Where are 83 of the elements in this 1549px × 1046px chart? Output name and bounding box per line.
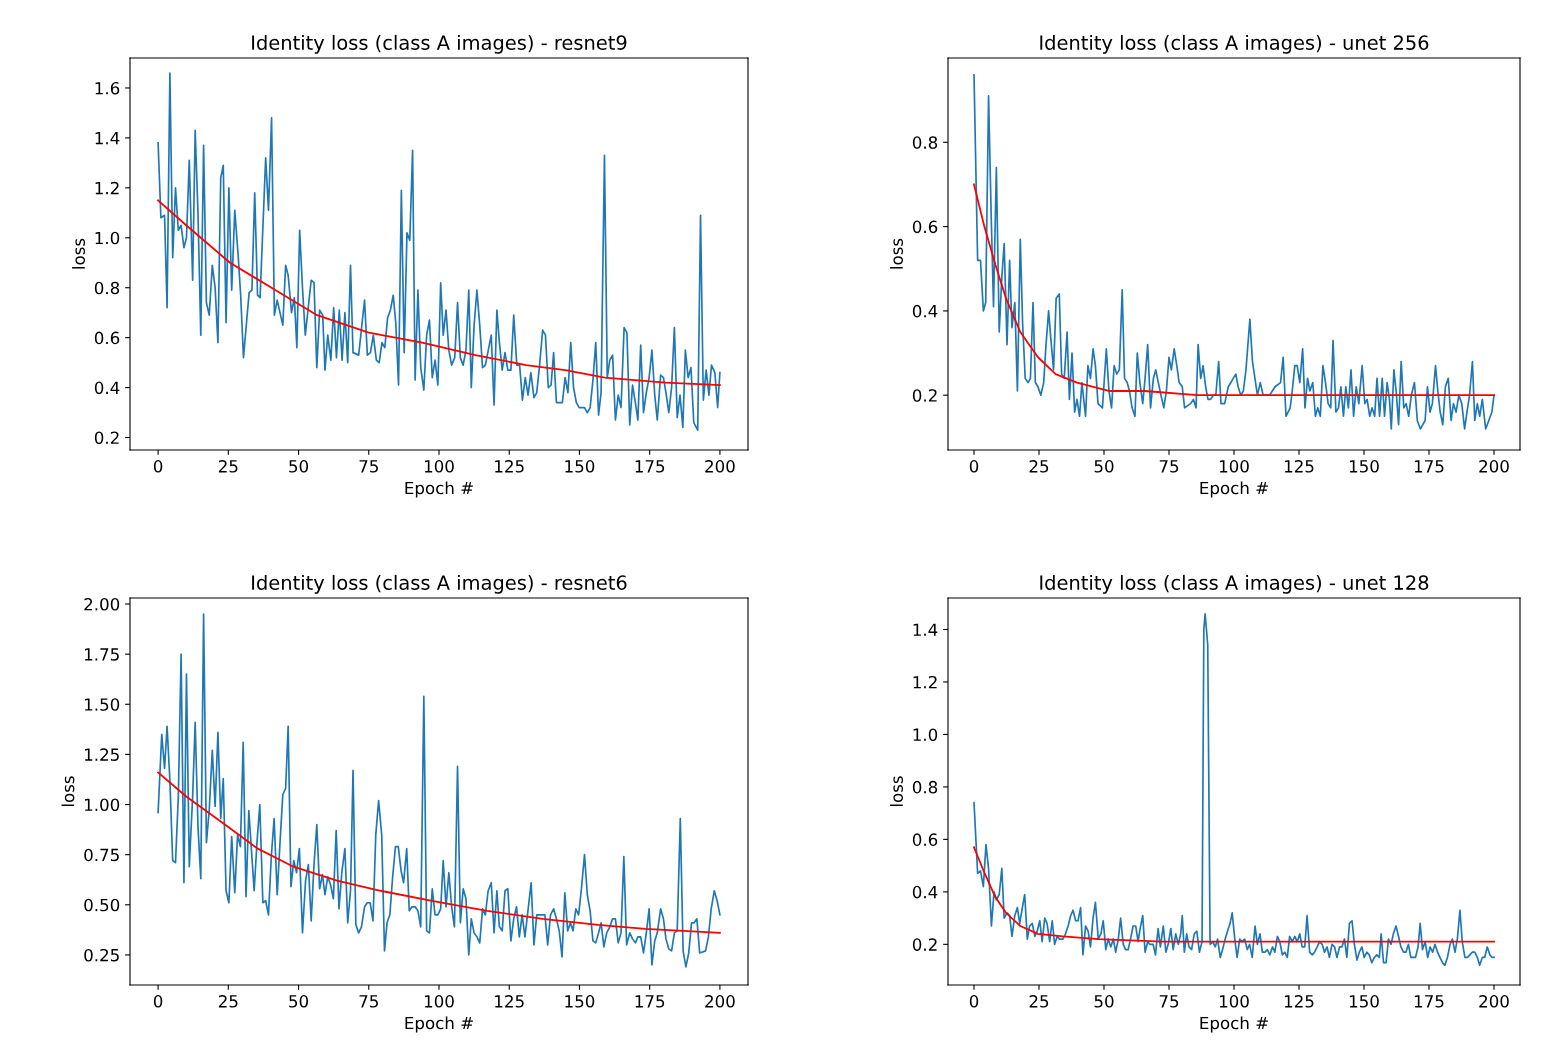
y-tick-label: 0.4 bbox=[912, 304, 938, 318]
line-series bbox=[157, 72, 721, 431]
line-series bbox=[973, 183, 1495, 397]
x-tick-label: 25 bbox=[1029, 460, 1049, 473]
y-tick-label: 1.4 bbox=[95, 132, 120, 145]
x-tick-label: 0 bbox=[969, 995, 979, 1008]
x-tick-label: 175 bbox=[635, 995, 665, 1008]
y-tick-label: 0.4 bbox=[912, 885, 938, 899]
x-tick-label: 175 bbox=[1414, 460, 1444, 473]
x-tick-label: 25 bbox=[1029, 995, 1049, 1008]
x-axis-title: Epoch # bbox=[405, 1016, 473, 1033]
x-tick-label: 100 bbox=[1219, 460, 1249, 473]
y-tick-label: 1.2 bbox=[95, 181, 119, 195]
y-tick-label: 0.2 bbox=[94, 431, 119, 445]
y-tick-label: 0.8 bbox=[94, 281, 120, 295]
line-series bbox=[973, 612, 1495, 967]
chart-title: Identity loss (class A images) - resnet9 bbox=[252, 34, 627, 54]
x-tick-label: 175 bbox=[1414, 995, 1444, 1008]
x-tick-label: 50 bbox=[1094, 460, 1114, 473]
x-tick-label: 200 bbox=[705, 995, 735, 1008]
x-tick-label: 175 bbox=[635, 460, 665, 473]
y-tick-label: 1.6 bbox=[95, 81, 120, 95]
y-tick-label: 0.6 bbox=[912, 220, 938, 234]
line-series bbox=[157, 771, 721, 934]
y-axis-title: loss bbox=[890, 238, 903, 269]
y-axis-title: loss bbox=[72, 238, 85, 269]
x-tick-label: 150 bbox=[565, 460, 595, 473]
x-tick-label: 25 bbox=[218, 995, 238, 1008]
y-tick-label: 0.2 bbox=[912, 938, 937, 951]
x-tick-label: 100 bbox=[424, 460, 454, 473]
x-tick-label: 125 bbox=[1284, 460, 1314, 473]
x-tick-label: 0 bbox=[969, 460, 979, 473]
y-axis-title: loss bbox=[890, 776, 903, 807]
x-tick-label: 75 bbox=[359, 460, 378, 473]
x-tick-label: 150 bbox=[1349, 995, 1379, 1008]
line-series bbox=[157, 199, 721, 386]
chart-title: Identity loss (class A images) - unet 256 bbox=[1040, 34, 1429, 54]
x-tick-label: 50 bbox=[289, 995, 309, 1008]
x-tick-label: 200 bbox=[1479, 460, 1509, 473]
x-tick-label: 150 bbox=[1349, 460, 1379, 473]
x-tick-label: 150 bbox=[565, 995, 595, 1008]
y-tick-label: 0.6 bbox=[94, 331, 120, 345]
y-tick-label: 1.25 bbox=[85, 748, 119, 761]
chart-title: Identity loss (class A images) - resnet6 bbox=[252, 574, 627, 594]
y-tick-label: 1.50 bbox=[85, 698, 120, 711]
y-tick-label: 0.2 bbox=[912, 389, 937, 402]
y-tick-label: 0.25 bbox=[84, 948, 119, 962]
y-tick-label: 0.8 bbox=[912, 136, 938, 149]
x-tick-label: 0 bbox=[153, 460, 163, 473]
y-tick-label: 1.4 bbox=[913, 623, 938, 636]
line-series bbox=[973, 74, 1495, 430]
x-tick-label: 0 bbox=[153, 995, 163, 1008]
x-tick-label: 200 bbox=[705, 460, 735, 473]
y-tick-label: 0.50 bbox=[84, 898, 120, 912]
line-series bbox=[973, 846, 1495, 943]
y-tick-label: 1.2 bbox=[913, 675, 937, 689]
x-axis-title: Epoch # bbox=[405, 481, 473, 498]
chart-title: Identity loss (class A images) - unet 128 bbox=[1040, 574, 1429, 594]
y-tick-label: 1.75 bbox=[85, 648, 119, 661]
x-tick-label: 25 bbox=[218, 460, 238, 473]
y-tick-label: 1.0 bbox=[95, 231, 120, 245]
y-tick-label: 0.6 bbox=[912, 833, 938, 846]
line-series bbox=[157, 613, 721, 968]
x-axis-title: Epoch # bbox=[1200, 1016, 1268, 1033]
y-tick-label: 2.00 bbox=[84, 597, 120, 611]
x-tick-label: 100 bbox=[1219, 995, 1249, 1008]
x-axis-title: Epoch # bbox=[1200, 481, 1268, 498]
x-tick-label: 50 bbox=[1094, 995, 1114, 1008]
x-tick-label: 100 bbox=[424, 995, 454, 1008]
x-tick-label: 75 bbox=[359, 995, 378, 1008]
y-tick-label: 0.75 bbox=[84, 848, 119, 862]
x-tick-label: 75 bbox=[1159, 995, 1179, 1008]
x-tick-label: 200 bbox=[1479, 995, 1509, 1008]
x-tick-label: 75 bbox=[1159, 460, 1179, 473]
y-tick-label: 1.0 bbox=[913, 728, 938, 741]
x-tick-label: 125 bbox=[495, 460, 524, 473]
x-tick-label: 50 bbox=[289, 460, 309, 473]
y-tick-label: 0.8 bbox=[912, 780, 938, 794]
y-tick-label: 0.4 bbox=[94, 381, 120, 395]
x-tick-label: 125 bbox=[1284, 995, 1314, 1008]
y-tick-label: 1.00 bbox=[85, 798, 120, 812]
x-tick-label: 125 bbox=[495, 995, 524, 1008]
y-axis-title: loss bbox=[61, 776, 75, 807]
